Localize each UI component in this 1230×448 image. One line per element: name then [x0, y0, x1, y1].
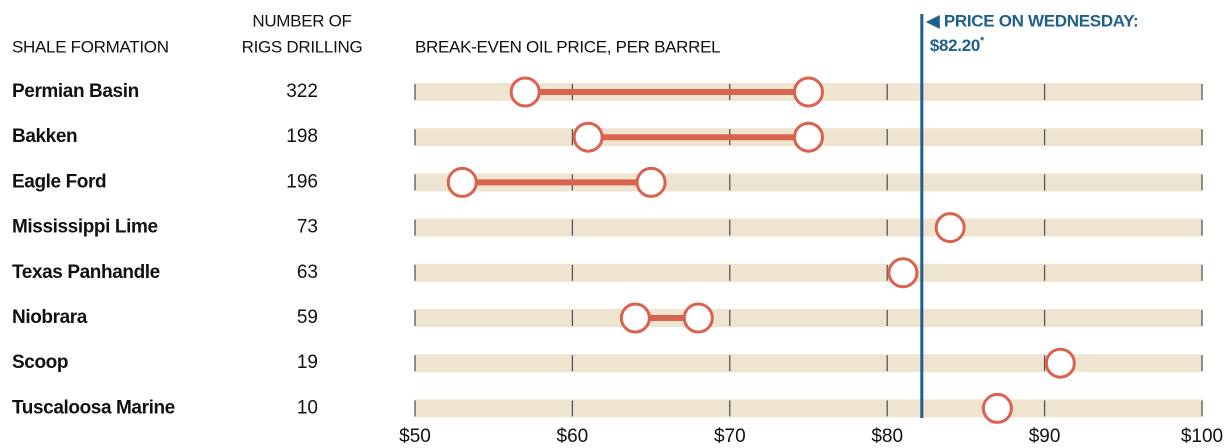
formation-name: Bakken	[12, 126, 77, 147]
formation-name: Mississippi Lime	[12, 217, 158, 238]
x-tick-label: $100	[1181, 426, 1223, 447]
row-stripe	[415, 309, 1202, 327]
price-dot	[981, 392, 1013, 424]
rig-count: 196	[286, 171, 318, 192]
rig-count: 59	[297, 307, 318, 328]
price-dot	[572, 121, 604, 153]
price-dot	[682, 302, 714, 334]
price-dot	[887, 257, 919, 289]
rig-count: 19	[297, 352, 318, 373]
count-header: RIGS DRILLING	[242, 37, 363, 56]
rig-count: 63	[297, 262, 318, 283]
reference-note: *	[980, 35, 985, 47]
rig-count: 73	[297, 217, 318, 238]
rig-count: 198	[286, 126, 318, 147]
name-header: SHALE FORMATION	[12, 37, 169, 56]
price-dot	[934, 212, 966, 244]
x-tick-label: $50	[399, 426, 431, 447]
reference-label: $82.20*	[930, 35, 985, 56]
x-tick-label: $90	[1029, 426, 1061, 447]
count-header: NUMBER OF	[252, 11, 351, 30]
formation-name: Niobrara	[12, 307, 88, 328]
row-stripe	[415, 218, 1202, 237]
reference-pointer	[925, 15, 940, 29]
x-tick-label: $80	[871, 426, 903, 447]
reference-value: $82.20	[930, 36, 980, 55]
price-dot	[509, 76, 541, 108]
x-axis-label: BREAK-EVEN OIL PRICE, PER BARREL	[415, 37, 720, 56]
rig-count: 10	[297, 397, 318, 418]
price-dot	[446, 166, 478, 198]
x-tick-label: $70	[714, 426, 746, 447]
row-stripe	[415, 399, 1202, 418]
reference-title: PRICE ON WEDNESDAY:	[944, 11, 1139, 30]
rig-count: 322	[286, 81, 318, 102]
price-dot	[619, 302, 651, 334]
formation-name: Scoop	[12, 352, 68, 373]
price-dot	[793, 121, 824, 153]
formation-name: Eagle Ford	[12, 171, 106, 192]
row-stripe	[415, 173, 1202, 192]
row-stripe	[415, 354, 1202, 373]
formation-name: Tuscaloosa Marine	[12, 397, 175, 418]
formation-name: Texas Panhandle	[12, 262, 160, 283]
price-dot	[793, 76, 824, 108]
x-tick-label: $60	[557, 426, 589, 447]
formation-name: Permian Basin	[12, 81, 139, 102]
row-stripe	[415, 263, 1202, 282]
price-dot	[1044, 347, 1076, 379]
price-dot	[635, 166, 667, 198]
